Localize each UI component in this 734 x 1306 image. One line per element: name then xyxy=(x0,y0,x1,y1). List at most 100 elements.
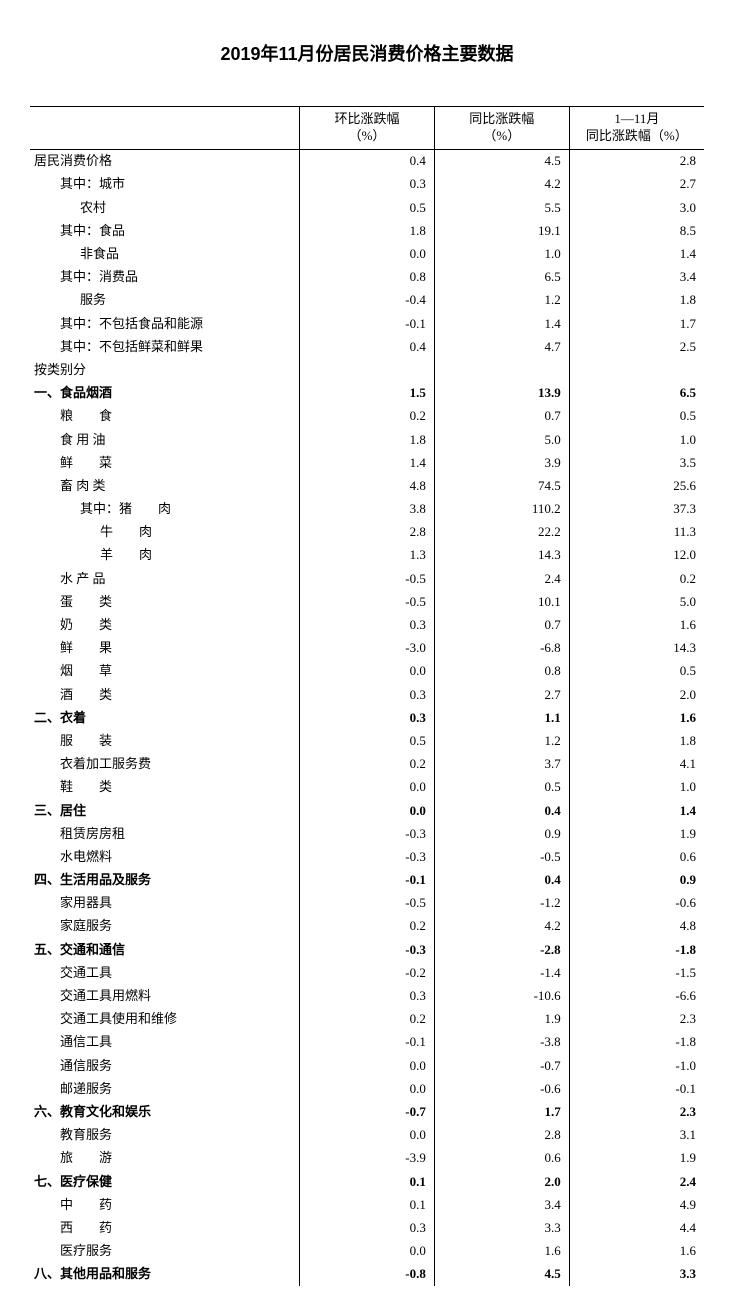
cell-value: 4.7 xyxy=(434,335,569,358)
cell-value: -1.8 xyxy=(569,938,704,961)
table-row: 交通工具-0.2-1.4-1.5 xyxy=(30,961,704,984)
cell-value: 2.8 xyxy=(569,149,704,173)
table-row: 三、居住0.00.41.4 xyxy=(30,799,704,822)
row-label: 蛋 类 xyxy=(30,590,300,613)
cell-value: 1.6 xyxy=(569,706,704,729)
table-header-row: 环比涨跌幅（%） 同比涨跌幅（%） 1—11月同比涨跌幅（%） xyxy=(30,107,704,150)
cell-value: 0.7 xyxy=(434,405,569,428)
table-row: 西 药0.33.34.4 xyxy=(30,1216,704,1239)
cell-value: 4.2 xyxy=(434,915,569,938)
table-row: 租赁房房租-0.30.91.9 xyxy=(30,822,704,845)
table-row: 其中：猪 肉3.8110.237.3 xyxy=(30,498,704,521)
row-label: 邮递服务 xyxy=(30,1077,300,1100)
cell-value: 2.4 xyxy=(434,567,569,590)
table-row: 其中：城市0.34.22.7 xyxy=(30,173,704,196)
cell-value: 0.9 xyxy=(434,822,569,845)
cell-value: 0.3 xyxy=(300,706,435,729)
table-row: 水 产 品-0.52.40.2 xyxy=(30,567,704,590)
cell-value: 1.4 xyxy=(569,243,704,266)
table-row: 五、交通和通信-0.3-2.8-1.8 xyxy=(30,938,704,961)
table-row: 羊 肉1.314.312.0 xyxy=(30,544,704,567)
row-label: 通信服务 xyxy=(30,1054,300,1077)
table-row: 鲜 果-3.0-6.814.3 xyxy=(30,637,704,660)
row-label: 八、其他用品和服务 xyxy=(30,1263,300,1286)
cell-value: 2.8 xyxy=(300,521,435,544)
cell-value: 6.5 xyxy=(434,266,569,289)
cell-value: 4.4 xyxy=(569,1216,704,1239)
cell-value: 25.6 xyxy=(569,474,704,497)
cell-value: 1.9 xyxy=(569,822,704,845)
table-row: 居民消费价格0.44.52.8 xyxy=(30,149,704,173)
row-label: 鞋 类 xyxy=(30,776,300,799)
row-label: 六、教育文化和娱乐 xyxy=(30,1100,300,1123)
cell-value: 0.0 xyxy=(300,1240,435,1263)
cell-value: 1.9 xyxy=(569,1147,704,1170)
row-label: 羊 肉 xyxy=(30,544,300,567)
row-label: 四、生活用品及服务 xyxy=(30,869,300,892)
cell-value: -0.5 xyxy=(300,892,435,915)
row-label: 服 装 xyxy=(30,729,300,752)
row-label: 鲜 菜 xyxy=(30,451,300,474)
cell-value: 74.5 xyxy=(434,474,569,497)
table-row: 烟 草0.00.80.5 xyxy=(30,660,704,683)
cell-value: 0.2 xyxy=(300,405,435,428)
cell-value xyxy=(434,358,569,381)
row-label: 通信工具 xyxy=(30,1031,300,1054)
cell-value: 0.3 xyxy=(300,683,435,706)
cell-value: 3.4 xyxy=(434,1193,569,1216)
cell-value: -0.6 xyxy=(569,892,704,915)
row-label: 家庭服务 xyxy=(30,915,300,938)
cell-value: 0.9 xyxy=(569,869,704,892)
cell-value: -1.8 xyxy=(569,1031,704,1054)
row-label: 水电燃料 xyxy=(30,845,300,868)
cell-value: 2.0 xyxy=(434,1170,569,1193)
cell-value: -0.1 xyxy=(300,312,435,335)
table-row: 粮 食0.20.70.5 xyxy=(30,405,704,428)
table-row: 教育服务0.02.83.1 xyxy=(30,1124,704,1147)
row-label: 三、居住 xyxy=(30,799,300,822)
cell-value: 5.5 xyxy=(434,196,569,219)
row-label: 其中：不包括鲜菜和鲜果 xyxy=(30,335,300,358)
table-row: 六、教育文化和娱乐-0.71.72.3 xyxy=(30,1100,704,1123)
table-body: 居民消费价格0.44.52.8其中：城市0.34.22.7农村0.55.53.0… xyxy=(30,149,704,1286)
cell-value: 0.5 xyxy=(434,776,569,799)
table-row: 邮递服务0.0-0.6-0.1 xyxy=(30,1077,704,1100)
table-row: 医疗服务0.01.61.6 xyxy=(30,1240,704,1263)
cell-value: 110.2 xyxy=(434,498,569,521)
row-label: 五、交通和通信 xyxy=(30,938,300,961)
table-row: 家用器具-0.5-1.2-0.6 xyxy=(30,892,704,915)
row-label: 衣着加工服务费 xyxy=(30,753,300,776)
row-label: 医疗服务 xyxy=(30,1240,300,1263)
table-row: 其中：不包括鲜菜和鲜果0.44.72.5 xyxy=(30,335,704,358)
cell-value: 2.4 xyxy=(569,1170,704,1193)
cell-value: -0.3 xyxy=(300,845,435,868)
cell-value: -3.8 xyxy=(434,1031,569,1054)
row-label: 其中：猪 肉 xyxy=(30,498,300,521)
row-label: 家用器具 xyxy=(30,892,300,915)
row-label: 旅 游 xyxy=(30,1147,300,1170)
table-row: 四、生活用品及服务-0.10.40.9 xyxy=(30,869,704,892)
cell-value: 3.7 xyxy=(434,753,569,776)
cell-value: 14.3 xyxy=(434,544,569,567)
cell-value: 1.6 xyxy=(569,614,704,637)
table-row: 二、衣着0.31.11.6 xyxy=(30,706,704,729)
cell-value: 1.5 xyxy=(300,382,435,405)
cell-value: 4.9 xyxy=(569,1193,704,1216)
cell-value: 0.6 xyxy=(569,845,704,868)
cell-value: -0.5 xyxy=(434,845,569,868)
cell-value: 0.7 xyxy=(434,614,569,637)
cpi-table: 环比涨跌幅（%） 同比涨跌幅（%） 1—11月同比涨跌幅（%） 居民消费价格0.… xyxy=(30,106,704,1286)
table-row: 酒 类0.32.72.0 xyxy=(30,683,704,706)
cell-value: 0.0 xyxy=(300,1124,435,1147)
cell-value: -6.8 xyxy=(434,637,569,660)
row-label: 鲜 果 xyxy=(30,637,300,660)
table-row: 非食品0.01.01.4 xyxy=(30,243,704,266)
table-row: 农村0.55.53.0 xyxy=(30,196,704,219)
cell-value: 3.5 xyxy=(569,451,704,474)
cell-value: -0.3 xyxy=(300,938,435,961)
cell-value: 1.9 xyxy=(434,1008,569,1031)
row-label: 其中：食品 xyxy=(30,219,300,242)
table-row: 一、食品烟酒1.513.96.5 xyxy=(30,382,704,405)
row-label: 奶 类 xyxy=(30,614,300,637)
row-label: 非食品 xyxy=(30,243,300,266)
